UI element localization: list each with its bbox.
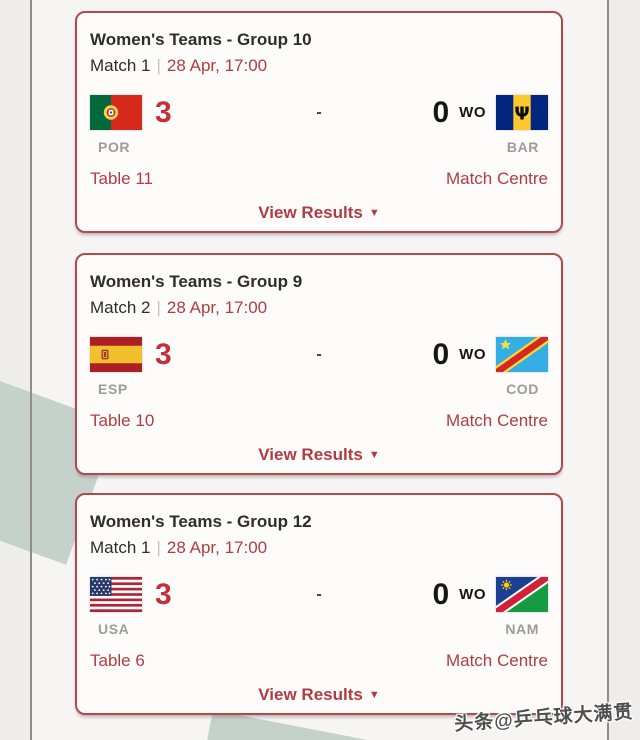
links-row: Table 10 Match Centre [90, 410, 548, 432]
match-info: Match 1 | 28 Apr, 17:00 [90, 537, 548, 559]
away-team-code: COD [506, 381, 539, 397]
away-score: 0 [432, 338, 450, 371]
chevron-down-icon: ▼ [368, 207, 380, 219]
separator: | [156, 538, 161, 557]
score-row: 3 - 0 WO [90, 337, 548, 372]
walkover-badge: WO [459, 346, 486, 363]
team-codes-row: USA NAM [90, 621, 548, 637]
score-separator: - [316, 104, 322, 121]
away-group: 0 WO [432, 577, 548, 612]
away-score: 0 [432, 578, 450, 611]
view-results-button[interactable]: View Results ▼ [90, 202, 548, 224]
away-team-code: BAR [506, 139, 539, 155]
score-separator: - [316, 586, 322, 603]
away-flag-nam [496, 577, 548, 612]
match-datetime: 28 Apr, 17:00 [166, 298, 268, 317]
links-row: Table 11 Match Centre [90, 168, 548, 190]
view-results-label: View Results [258, 445, 363, 464]
match-info: Match 1 | 28 Apr, 17:00 [90, 55, 548, 77]
table-link[interactable]: Table 11 [90, 169, 154, 188]
home-score: 3 [155, 338, 172, 371]
away-group: 0 WO [432, 337, 548, 372]
home-flag-por [90, 95, 142, 130]
column-border-left [30, 0, 32, 740]
away-flag-bar: Ψ [496, 95, 548, 130]
match-info: Match 2 | 28 Apr, 17:00 [90, 297, 548, 319]
group-title: Women's Teams - Group 10 [90, 30, 312, 49]
away-group: 0 WO Ψ [432, 95, 548, 130]
view-results-button[interactable]: View Results ▼ [90, 444, 548, 466]
group-title: Women's Teams - Group 12 [90, 512, 312, 531]
home-flag-esp [90, 337, 142, 372]
match-number: Match 2 [90, 298, 151, 317]
match-datetime: 28 Apr, 17:00 [166, 538, 268, 557]
view-results-button[interactable]: View Results ▼ [90, 684, 548, 706]
match-centre-link[interactable]: Match Centre [445, 651, 548, 670]
match-card: Women's Teams - Group 9 Match 2 | 28 Apr, … [75, 253, 563, 475]
team-codes-row: POR BAR [90, 139, 548, 155]
svg-text:Ψ: Ψ [514, 104, 529, 125]
walkover-badge: WO [459, 104, 486, 121]
home-flag-usa [90, 577, 142, 612]
view-results-label: View Results [258, 203, 363, 222]
chevron-down-icon: ▼ [368, 449, 380, 461]
view-results-label: View Results [258, 685, 363, 704]
chevron-down-icon: ▼ [368, 689, 380, 701]
away-team-code: NAM [505, 621, 539, 637]
match-datetime: 28 Apr, 17:00 [166, 56, 268, 75]
match-number: Match 1 [90, 56, 151, 75]
column-border-right [607, 0, 609, 740]
separator: | [156, 298, 161, 317]
group-title: Women's Teams - Group 9 [90, 272, 303, 291]
home-team-code: POR [98, 139, 131, 155]
home-team-code: ESP [98, 381, 128, 397]
match-card: Women's Teams - Group 12 Match 1 | 28 Apr,… [75, 493, 563, 715]
score-separator: - [316, 346, 322, 363]
match-card: Women's Teams - Group 10 Match 1 | 28 Apr,… [75, 11, 563, 233]
home-team-code: USA [98, 621, 130, 637]
home-score: 3 [155, 96, 172, 129]
match-centre-link[interactable]: Match Centre [445, 411, 548, 430]
away-flag-cod [496, 337, 548, 372]
links-row: Table 6 Match Centre [90, 650, 548, 672]
separator: | [156, 56, 161, 75]
score-row: 3 - 0 WO Ψ [90, 95, 548, 130]
match-centre-link[interactable]: Match Centre [445, 169, 548, 188]
table-link[interactable]: Table 10 [90, 411, 155, 430]
walkover-badge: WO [459, 586, 486, 603]
table-link[interactable]: Table 6 [90, 651, 145, 670]
score-row: 3 - 0 WO [90, 577, 548, 612]
match-number: Match 1 [90, 538, 151, 557]
team-codes-row: ESP COD [90, 381, 548, 397]
away-score: 0 [432, 96, 450, 129]
home-score: 3 [155, 578, 172, 611]
